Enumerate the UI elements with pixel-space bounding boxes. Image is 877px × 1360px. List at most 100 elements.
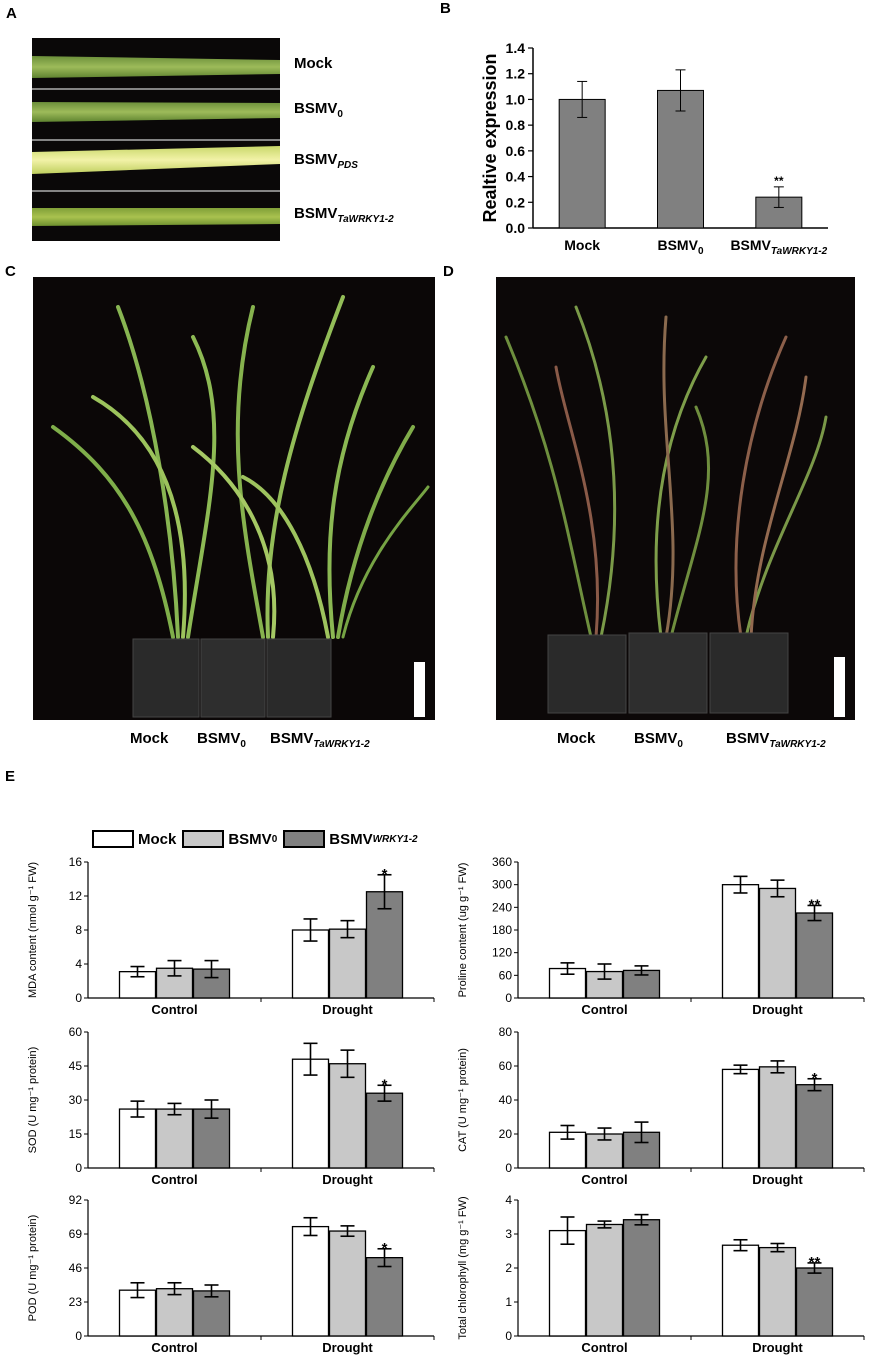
leaf-blade [327,365,375,639]
bar [548,1229,587,1337]
plant-photo-drought-drawing [504,305,828,714]
significance-label: * [382,866,388,883]
x-tick-label: Control [581,1340,627,1355]
leaf-mock [32,56,280,78]
y-tick-label: 0.6 [506,143,526,159]
y-tick-label: 240 [492,900,512,914]
plant-photo-drought [496,277,855,720]
y-tick-label: 0 [75,1161,82,1175]
pot [132,638,200,718]
x-tick-label: Control [151,1002,197,1017]
y-tick-label: 30 [69,1093,83,1107]
bar [721,1068,760,1169]
x-tick-label: Control [151,1172,197,1187]
y-tick-label: 0 [505,991,512,1005]
y-tick-label: 0 [505,1329,512,1343]
leaf-blade [265,295,345,639]
y-axis-label: Realtive expression [480,53,500,222]
y-tick-label: 60 [499,1059,513,1073]
leaf-blade [241,475,330,639]
panel-letter-d: D [443,263,454,280]
legend-swatch [283,830,326,848]
y-tick-label: 0.8 [506,117,526,133]
pot [266,638,332,718]
leaf-blade [554,365,600,639]
leaf-blade [191,445,277,639]
bar [118,1108,157,1169]
significance-label: ** [774,174,784,188]
bar [758,1246,797,1337]
y-tick-label: 1.0 [506,91,526,107]
bar [155,1108,194,1169]
bar [365,1257,404,1337]
bar [657,89,704,229]
x-tick-label: Drought [752,1002,803,1017]
y-tick-label: 2 [505,1261,512,1275]
bar [365,1092,404,1169]
leaf-label-bsmv-tawrky: BSMVTaWRKY1-2 [294,205,394,225]
x-tick-label: Drought [752,1340,803,1355]
chart-chl: 0 1 2 3 4 Total chlorophyll (mg g⁻¹ FW) Contro… [457,1193,865,1355]
chart-sod: 0 15 30 45 60 SOD (U mg⁻¹ protein) Control * Dro… [27,1025,435,1187]
leaf-photo-drawing [32,56,280,226]
bar [721,1244,760,1337]
legend: Mock BSMV 0 BSMV WRKY1-2 [92,830,424,848]
bar [585,1223,624,1337]
y-tick-label: 20 [499,1127,513,1141]
y-tick-label: 92 [69,1193,83,1207]
y-tick-label: 4 [75,957,82,971]
pot [709,632,789,714]
panel-letter-b: B [440,0,451,17]
chart-relative-expression: 0.0 0.2 0.4 0.6 0.8 1.0 1.2 1.4 Realtive express… [480,40,828,257]
significance-label: ** [809,896,821,913]
caption-c-bsmv-tawrky: BSMVTaWRKY1-2 [270,730,370,750]
y-tick-label: 16 [69,855,83,869]
y-tick-label: 1.4 [506,40,526,56]
leaf-blade [749,375,808,639]
leaf-blade [116,305,180,639]
x-tick-label-main: BSMV [657,237,698,253]
x-tick-label-sub: 0 [698,246,704,257]
scale-bar [414,662,425,717]
bar [155,1288,194,1337]
bar [622,1219,661,1337]
y-tick-label: 360 [492,855,512,869]
x-tick-label: Drought [752,1172,803,1187]
caption-d-mock: Mock [557,730,596,747]
bar [328,1063,367,1169]
y-axis-label: CAT (U mg⁻¹ protein) [457,1048,469,1152]
bar [758,887,797,999]
x-tick-label: Control [581,1002,627,1017]
legend-swatch [182,830,225,848]
caption-d-bsmv0: BSMV0 [634,730,683,750]
y-tick-label: 8 [75,923,82,937]
leaf-blade [336,425,415,639]
chart-cat: 0 20 40 60 80 CAT (U mg⁻¹ protein) Control * Dro… [457,1025,865,1187]
x-tick-label: Drought [322,1172,373,1187]
panel-letter-c: C [5,263,16,280]
y-tick-label: 0 [505,1161,512,1175]
bar [328,1230,367,1337]
bar [795,912,834,999]
chart-mda: 0 4 8 12 16 MDA content (nmol g⁻¹ FW) Control *… [27,855,435,1017]
leaf-blade [744,415,828,639]
y-axis-label: POD (U mg⁻¹ protein) [27,1215,39,1322]
x-tick-label: Mock [564,237,600,253]
leaf-blade [186,335,217,639]
leaf-blade [662,315,675,639]
leaf-bsmv-tawrky [32,208,280,226]
bar [328,928,367,999]
y-axis-label: Proline content (ug g⁻¹ FW) [457,863,469,998]
leaf-blade [91,395,187,639]
leaf-bsmv0 [32,102,280,122]
bar [795,1084,834,1169]
legend-item-bsmv0: BSMV 0 [182,830,277,848]
legend-item-mock: Mock [92,830,176,848]
leaf-blade [341,485,430,639]
bar [795,1267,834,1337]
y-tick-label: 180 [492,923,512,937]
legend-swatch [92,830,134,848]
leaf-bsmv-pds [32,146,280,174]
panel-letter-e: E [5,768,16,785]
y-tick-label: 46 [69,1261,83,1275]
